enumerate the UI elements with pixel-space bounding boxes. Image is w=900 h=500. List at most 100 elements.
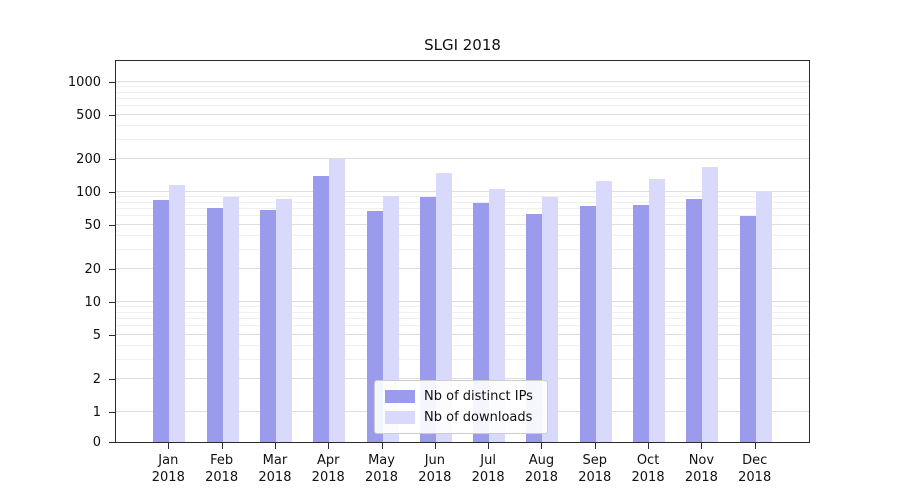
- y-tick-mark: [109, 442, 115, 443]
- legend-item-downloads: Nb of downloads: [385, 410, 533, 425]
- bar-distinct-ips-sep: [579, 206, 596, 442]
- y-tick-label: 100: [76, 185, 101, 200]
- gridline-minor: [116, 325, 809, 327]
- gridline-major: [116, 191, 809, 192]
- gridline-major: [116, 301, 809, 302]
- y-tick-mark: [109, 268, 115, 270]
- gridline-major: [116, 267, 809, 269]
- bar-downloads-jul: [489, 188, 506, 442]
- gridline-major: [116, 81, 809, 82]
- gridline-minor: [116, 234, 809, 236]
- y-tick-mark: [109, 335, 115, 337]
- gridline-minor: [116, 311, 809, 313]
- x-tick-mark: [274, 443, 276, 449]
- x-tick-label: Nov 2018: [684, 453, 718, 485]
- bar-downloads-mar: [275, 198, 292, 442]
- x-tick-label: Feb 2018: [205, 453, 239, 485]
- gridline-major: [116, 157, 809, 159]
- gridline-major: [116, 334, 809, 336]
- gridline-minor: [116, 208, 809, 210]
- x-tick-label: Jul 2018: [471, 453, 505, 485]
- gridline-minor: [116, 306, 809, 308]
- bar-distinct-ips-apr: [313, 175, 330, 442]
- y-tick-label: 0: [92, 435, 101, 450]
- gridline-minor: [116, 98, 809, 100]
- bar-downloads-jan: [169, 185, 186, 442]
- y-tick-mark: [109, 82, 115, 83]
- x-tick-mark: [594, 443, 596, 449]
- bar-distinct-ips-jan: [153, 199, 170, 442]
- gridline-minor: [116, 196, 809, 198]
- gridline-major: [116, 114, 809, 116]
- y-tick-label: 1: [92, 405, 101, 420]
- y-tick-mark: [109, 412, 115, 413]
- y-tick-label: 20: [84, 261, 101, 277]
- legend-item-distinct-ips: Nb of distinct IPs: [385, 389, 533, 404]
- y-tick-label: 200: [76, 151, 101, 167]
- x-tick-mark: [541, 443, 543, 449]
- bar-downloads-jun: [435, 172, 452, 442]
- y-tick-label: 5: [92, 328, 101, 344]
- y-tick-label: 500: [76, 108, 101, 124]
- bar-distinct-ips-oct: [633, 204, 650, 442]
- x-tick-mark: [701, 443, 703, 449]
- bar-downloads-oct: [649, 179, 666, 442]
- legend: Nb of distinct IPs Nb of downloads: [374, 380, 548, 434]
- bar-downloads-sep: [595, 181, 612, 442]
- y-tick-label: 50: [84, 218, 101, 234]
- x-tick-label: Sep 2018: [578, 453, 612, 485]
- legend-swatch-distinct-ips: [385, 390, 415, 403]
- gridline-minor: [116, 344, 809, 346]
- bar-distinct-ips-feb: [206, 207, 223, 442]
- x-tick-mark: [221, 443, 223, 449]
- bar-distinct-ips-nov: [686, 198, 703, 442]
- x-tick-mark: [328, 443, 330, 449]
- y-tick-mark: [109, 158, 115, 160]
- x-tick-label: Apr 2018: [311, 453, 345, 485]
- x-tick-label: Dec 2018: [738, 453, 772, 485]
- gridline-minor: [116, 358, 809, 360]
- gridline-minor: [116, 215, 809, 217]
- bar-downloads-nov: [702, 166, 719, 442]
- y-tick-label: 2: [92, 371, 101, 387]
- gridline-minor: [116, 86, 809, 88]
- bar-downloads-feb: [222, 197, 239, 442]
- x-tick-label: Oct 2018: [631, 453, 665, 485]
- x-tick-mark: [648, 443, 650, 449]
- y-tick-label: 10: [84, 295, 101, 310]
- legend-label-distinct-ips: Nb of distinct IPs: [424, 389, 533, 404]
- y-tick-mark: [109, 115, 115, 117]
- bar-downloads-dec: [755, 192, 772, 442]
- x-tick-mark: [381, 443, 383, 449]
- x-tick-mark: [168, 443, 170, 449]
- y-tick-mark: [109, 378, 115, 380]
- gridline-major: [116, 377, 809, 379]
- bar-distinct-ips-dec: [739, 216, 756, 442]
- gridline-minor: [116, 91, 809, 93]
- x-tick-label: May 2018: [364, 453, 399, 485]
- y-tick-label: 1000: [67, 75, 101, 90]
- gridline-minor: [116, 105, 809, 107]
- gridline-minor: [116, 248, 809, 250]
- bar-distinct-ips-mar: [259, 210, 276, 442]
- x-tick-mark: [488, 443, 490, 449]
- y-tick-mark: [109, 225, 115, 227]
- y-tick-mark: [109, 192, 115, 193]
- legend-label-downloads: Nb of downloads: [424, 410, 533, 425]
- chart-title: SLGI 2018: [424, 36, 501, 54]
- x-axis: Jan 2018 Feb 2018 Mar 2018 Apr 2018 May 2018 Jun 20…: [115, 443, 810, 499]
- y-axis: 0 1 2 5 10 20 50 100 200 500 1000: [0, 60, 115, 450]
- x-tick-label: Aug 2018: [524, 453, 558, 485]
- gridline-minor: [116, 201, 809, 203]
- x-tick-mark: [754, 443, 756, 449]
- gridline-minor: [116, 138, 809, 140]
- legend-swatch-downloads: [385, 411, 415, 424]
- gridline-major: [116, 224, 809, 226]
- bar-downloads-apr: [329, 158, 346, 442]
- x-tick-label: Mar 2018: [258, 453, 292, 485]
- x-tick-mark: [434, 443, 436, 449]
- plot-area: Nb of distinct IPs Nb of downloads: [115, 60, 810, 443]
- y-tick-mark: [109, 302, 115, 303]
- gridline-minor: [116, 124, 809, 126]
